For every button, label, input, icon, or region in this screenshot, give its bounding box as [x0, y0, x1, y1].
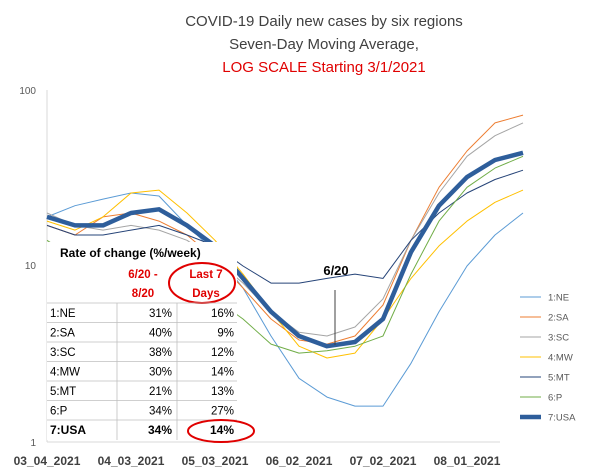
table-cell-rate-6-20-8-20: 30%	[149, 367, 172, 379]
table-cell-rate-last-7-days: 14%	[211, 367, 234, 379]
table-cell-rate-6-20-8-20: 38%	[149, 347, 172, 359]
table-cell-rate-last-7-days: 12%	[211, 347, 234, 359]
legend-label: 4:MW	[548, 353, 573, 364]
y-tick-label: 1	[30, 438, 36, 449]
rate-table-col1-header-line1: 6/20 -	[128, 269, 158, 281]
table-cell-region: 5:MT	[50, 386, 76, 398]
rate-table-col1-header-line2: 8/20	[132, 288, 154, 300]
table-cell-region: 6:P	[50, 406, 68, 418]
rate-table-rows: 1:NE 31% 16% 2:SA 40% 9% 3:SC 38% 12% 4:MW 30% 14% 5…	[47, 302, 237, 440]
table-cell-region: 2:SA	[50, 328, 75, 340]
x-tick-label: 05_03_2021	[182, 454, 249, 468]
table-cell-rate-6-20-8-20: 34%	[149, 406, 172, 418]
series-line-5-mt	[46, 169, 524, 284]
chart-title-line-2: Seven-Day Moving Average,	[229, 36, 419, 53]
x-tick-label: 04_03_2021	[98, 454, 165, 468]
rate-table: Rate of change (%/week) 6/20 - 8/20 Last…	[47, 242, 255, 443]
usa-rate-circle	[187, 419, 255, 443]
legend: 1:NE 2:SA 3:SC 4:MW 5:MT 6:P 7:USA	[520, 293, 576, 424]
chart-title-line-1: COVID-19 Daily new cases by six regions	[185, 13, 463, 30]
table-cell-rate-6-20-8-20: 40%	[149, 328, 172, 340]
rate-table-col2-header-line1: Last 7	[189, 269, 222, 281]
table-cell-rate-6-20-8-20: 31%	[149, 308, 172, 320]
y-tick-label: 100	[19, 86, 36, 97]
x-tick-label: 07_02_2021	[350, 454, 417, 468]
legend-label: 1:NE	[548, 293, 569, 304]
legend-label: 2:SA	[548, 313, 569, 324]
table-cell-rate-6-20-8-20: 21%	[149, 386, 172, 398]
annotation-6-20: 6/20	[323, 263, 348, 278]
series-line-4-mw	[46, 189, 524, 359]
y-tick-label: 10	[25, 261, 37, 272]
legend-label: 6:P	[548, 393, 562, 404]
rate-table-col2-header-line2: Days	[192, 288, 220, 300]
table-cell-rate-6-20-8-20: 34%	[148, 423, 172, 437]
legend-label: 7:USA	[548, 413, 576, 424]
table-cell-region: 3:SC	[50, 347, 76, 359]
table-cell-region: 7:USA	[50, 423, 86, 437]
table-cell-region: 4:MW	[50, 367, 80, 379]
table-cell-rate-last-7-days: 27%	[211, 406, 234, 418]
rate-table-background	[47, 242, 237, 440]
x-tick-label: 08_01_2021	[434, 454, 501, 468]
table-cell-rate-last-7-days: 13%	[211, 386, 234, 398]
x-tick-label: 03_04_2021	[14, 454, 81, 468]
legend-label: 3:SC	[548, 333, 569, 344]
chart-title-line-3: LOG SCALE Starting 3/1/2021	[222, 59, 425, 76]
table-cell-rate-last-7-days: 16%	[211, 308, 234, 320]
table-cell-region: 1:NE	[50, 308, 76, 320]
rate-table-title: Rate of change (%/week)	[60, 246, 201, 260]
legend-label: 5:MT	[548, 373, 570, 384]
series-line-1-ne	[46, 192, 524, 407]
series-line-7-usa	[46, 150, 524, 349]
table-cell-rate-last-7-days: 14%	[210, 423, 234, 437]
table-cell-rate-last-7-days: 9%	[217, 328, 234, 340]
x-tick-label: 06_02_2021	[266, 454, 333, 468]
